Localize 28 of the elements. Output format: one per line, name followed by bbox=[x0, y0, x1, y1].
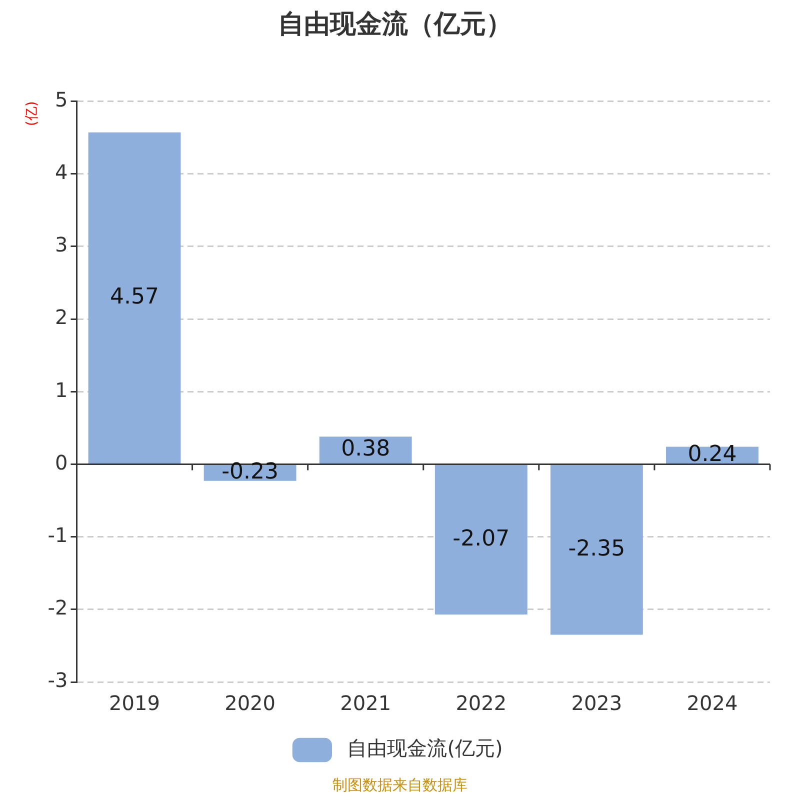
y-tick-label: 4 bbox=[55, 160, 68, 184]
x-tick-label: 2019 bbox=[109, 691, 160, 716]
x-tick-label: 2020 bbox=[224, 691, 276, 716]
y-tick-label: 3 bbox=[55, 232, 68, 257]
y-tick-label: 2 bbox=[55, 305, 68, 330]
data-label: 4.57 bbox=[110, 284, 160, 310]
bar bbox=[434, 464, 528, 614]
y-tick-label: -3 bbox=[48, 668, 68, 692]
data-label: 0.38 bbox=[341, 436, 390, 462]
data-label: -2.07 bbox=[452, 526, 510, 552]
data-label: -2.35 bbox=[568, 536, 626, 562]
bar bbox=[550, 464, 643, 635]
bar bbox=[88, 132, 181, 464]
x-tick-label: 2024 bbox=[686, 691, 738, 716]
x-tick-label: 2022 bbox=[456, 691, 507, 716]
y-tick-label: 1 bbox=[55, 378, 68, 402]
y-tick-label: 0 bbox=[55, 450, 68, 474]
text: 制图数据来自数据库 bbox=[332, 775, 468, 796]
data-label: -0.23 bbox=[222, 460, 279, 485]
y-tick-label: 5 bbox=[55, 87, 68, 112]
chart-title: 自由现金流（亿元） bbox=[278, 9, 512, 40]
y-tick-label: -1 bbox=[48, 523, 68, 548]
y-tick-label: -2 bbox=[48, 596, 68, 620]
x-tick-label: 2023 bbox=[571, 691, 622, 716]
y-axis-title: (亿) bbox=[24, 101, 40, 126]
data-label: 0.24 bbox=[688, 442, 737, 467]
x-tick-label: 2021 bbox=[340, 691, 392, 716]
legend-label: 自由现金流(亿元) bbox=[347, 736, 503, 760]
